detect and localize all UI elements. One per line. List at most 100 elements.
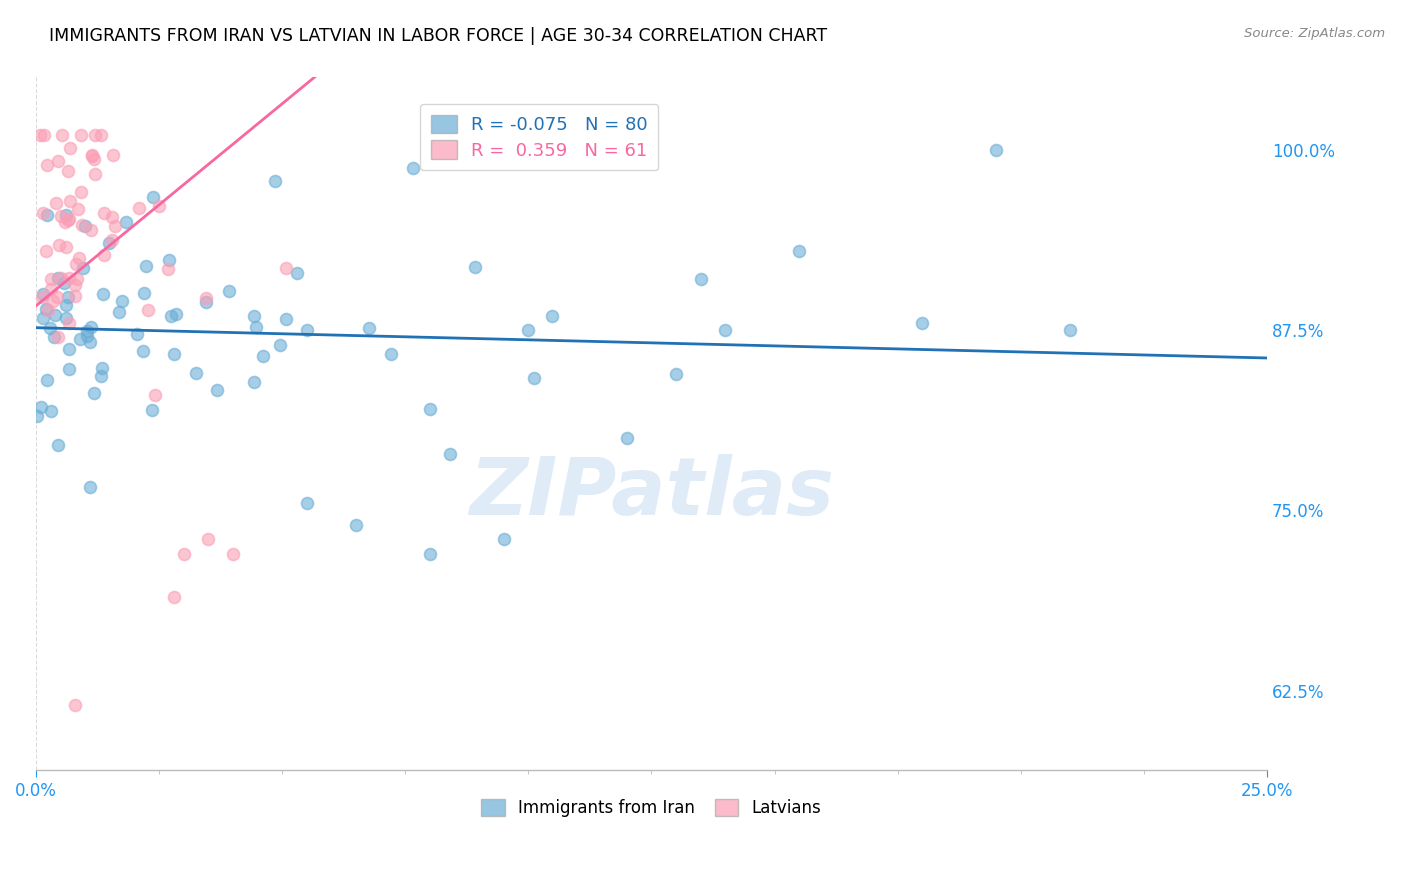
- Point: [689, 272, 711, 286]
- Point: [541, 309, 564, 323]
- Point: [46, 290, 69, 304]
- Point: [32, 287, 55, 301]
- Point: [243, 309, 266, 323]
- Point: [195, 294, 218, 309]
- Point: [39, 272, 62, 286]
- Point: [93, 206, 115, 220]
- Point: [173, 547, 195, 561]
- Point: [55, 311, 77, 326]
- Point: [218, 284, 240, 298]
- Point: [79, 480, 101, 494]
- Point: [39, 403, 62, 417]
- Legend: Immigrants from Iran, Latvians: Immigrants from Iran, Latvians: [475, 792, 828, 824]
- Point: [439, 447, 461, 461]
- Point: [108, 305, 131, 319]
- Point: [128, 202, 150, 216]
- Point: [115, 215, 138, 229]
- Point: [186, 366, 208, 380]
- Point: [285, 266, 308, 280]
- Point: [25, 409, 48, 423]
- Point: [245, 320, 267, 334]
- Point: [63, 277, 86, 292]
- Point: [59, 141, 82, 155]
- Point: [419, 547, 441, 561]
- Point: [48, 270, 70, 285]
- Point: [55, 208, 77, 222]
- Point: [58, 361, 80, 376]
- Point: [84, 167, 107, 181]
- Point: [79, 335, 101, 350]
- Point: [28, 128, 51, 143]
- Point: [492, 532, 515, 546]
- Point: [37, 373, 59, 387]
- Point: [69, 332, 91, 346]
- Point: [52, 276, 75, 290]
- Point: [72, 218, 94, 232]
- Point: [517, 323, 540, 337]
- Point: [83, 386, 105, 401]
- Point: [35, 302, 58, 317]
- Point: [48, 238, 70, 252]
- Point: [56, 163, 79, 178]
- Point: [55, 298, 77, 312]
- Point: [39, 283, 62, 297]
- Point: [101, 233, 124, 247]
- Point: [56, 213, 79, 227]
- Point: [157, 253, 180, 268]
- Point: [269, 337, 291, 351]
- Point: [51, 128, 73, 143]
- Point: [264, 174, 287, 188]
- Point: [42, 329, 65, 343]
- Point: [69, 128, 91, 143]
- Point: [83, 128, 105, 143]
- Point: [135, 259, 157, 273]
- Point: [104, 219, 127, 233]
- Point: [141, 403, 163, 417]
- Point: [357, 321, 380, 335]
- Point: [911, 316, 934, 330]
- Point: [38, 321, 60, 335]
- Point: [252, 350, 274, 364]
- Point: [91, 287, 114, 301]
- Point: [45, 195, 67, 210]
- Point: [93, 248, 115, 262]
- Point: [55, 240, 77, 254]
- Point: [80, 149, 103, 163]
- Point: [136, 302, 159, 317]
- Point: [101, 148, 124, 162]
- Point: [46, 330, 69, 344]
- Point: [90, 361, 112, 376]
- Point: [295, 323, 318, 337]
- Point: [32, 128, 55, 143]
- Point: [616, 431, 638, 445]
- Point: [165, 307, 187, 321]
- Point: [31, 310, 53, 325]
- Point: [79, 223, 101, 237]
- Point: [523, 370, 546, 384]
- Point: [125, 326, 148, 341]
- Point: [714, 323, 737, 337]
- Point: [73, 219, 96, 233]
- Point: [195, 291, 218, 305]
- Point: [131, 344, 153, 359]
- Point: [380, 347, 402, 361]
- Point: [37, 157, 59, 171]
- Point: [83, 152, 105, 166]
- Point: [401, 161, 423, 175]
- Point: [58, 212, 80, 227]
- Point: [274, 312, 297, 326]
- Text: IMMIGRANTS FROM IRAN VS LATVIAN IN LABOR FORCE | AGE 30-34 CORRELATION CHART: IMMIGRANTS FROM IRAN VS LATVIAN IN LABOR…: [49, 27, 827, 45]
- Point: [76, 329, 98, 343]
- Point: [142, 189, 165, 203]
- Point: [67, 202, 90, 216]
- Point: [69, 185, 91, 199]
- Point: [72, 260, 94, 275]
- Point: [67, 251, 90, 265]
- Point: [159, 309, 181, 323]
- Point: [205, 384, 228, 398]
- Point: [58, 271, 80, 285]
- Point: [143, 388, 166, 402]
- Point: [97, 236, 120, 251]
- Point: [157, 262, 180, 277]
- Point: [984, 143, 1007, 157]
